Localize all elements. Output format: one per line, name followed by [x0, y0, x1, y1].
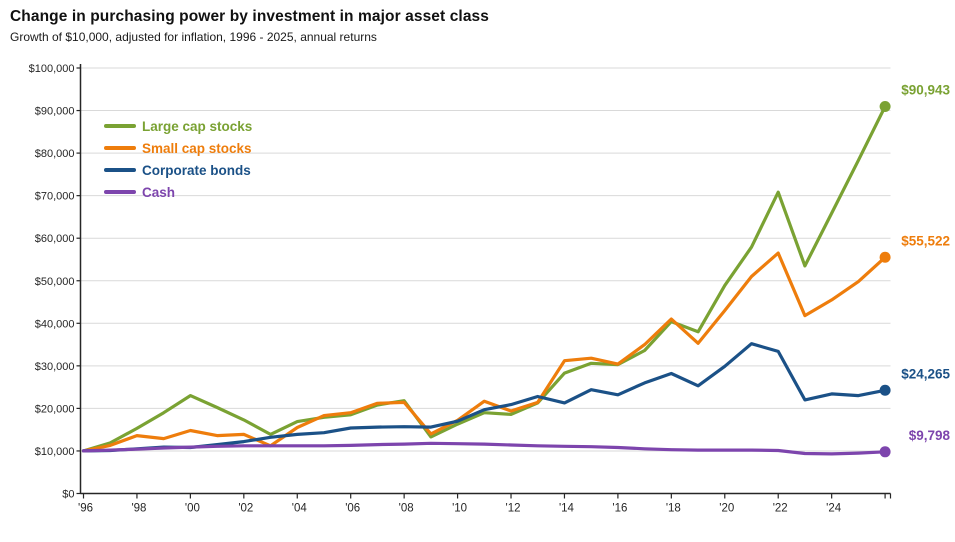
x-axis-tick-label: '12 [506, 503, 521, 515]
series-end-label-cash: $9,798 [909, 428, 951, 443]
x-axis-tick-label: '16 [612, 503, 627, 515]
series-end-label-small-cap-stocks: $55,522 [901, 233, 950, 248]
x-axis-tick-label: '20 [719, 503, 734, 515]
y-axis-tick-label: $100,000 [29, 63, 75, 75]
series-line-corporate-bonds [81, 342, 887, 453]
x-axis-tick-label: '08 [399, 503, 414, 515]
legend-label-cash: Cash [142, 184, 176, 200]
chart-subtitle: Growth of $10,000, adjusted for inflatio… [10, 30, 377, 44]
series-end-dot-small-cap-stocks [879, 251, 891, 263]
y-axis-tick-label: $80,000 [35, 148, 75, 160]
chart-title: Change in purchasing power by investment… [10, 8, 489, 25]
legend-swatch-cash [104, 190, 136, 194]
legend-item-cash: Cash [104, 181, 252, 203]
x-axis-tick-label: '06 [345, 503, 360, 515]
series-end-dot-corporate-bonds [879, 384, 891, 396]
series-end-dot-large-cap-stocks [879, 101, 891, 113]
x-axis-tick-label: '98 [131, 503, 146, 515]
x-axis-tick-label: '02 [238, 503, 253, 515]
y-axis-tick-label: $30,000 [35, 361, 75, 373]
y-axis-tick-label: $10,000 [35, 446, 75, 458]
y-axis-tick-label: $40,000 [35, 318, 75, 330]
legend-label-corporate-bonds: Corporate bonds [142, 162, 251, 178]
x-axis-tick-label: '18 [666, 503, 681, 515]
legend-swatch-corporate-bonds [104, 168, 136, 172]
legend-item-large-cap-stocks: Large cap stocks [104, 115, 252, 137]
chart-legend: Large cap stocks Small cap stocks Corporat… [104, 115, 252, 203]
series-end-dot-cash [879, 446, 891, 458]
series-line-large-cap-stocks [81, 104, 887, 453]
x-axis-tick-label: '96 [78, 503, 93, 515]
series-end-label-corporate-bonds: $24,265 [901, 366, 950, 381]
legend-swatch-small-cap-stocks [104, 146, 136, 150]
x-axis-tick-label: '00 [185, 503, 200, 515]
y-axis-tick-label: $50,000 [35, 276, 75, 288]
series-line-small-cap-stocks [81, 251, 887, 453]
y-axis-tick-label: $60,000 [35, 233, 75, 245]
x-axis-tick-label: '14 [559, 503, 575, 515]
chart-header: Change in purchasing power by investment… [10, 8, 489, 44]
y-axis-tick-label: $20,000 [35, 403, 75, 415]
x-axis-tick-label: '04 [292, 503, 308, 515]
x-axis-tick-label: '10 [452, 503, 467, 515]
y-axis-tick-label: $0 [62, 489, 74, 501]
x-axis-tick-label: '24 [826, 503, 842, 515]
series-line-cash [81, 441, 887, 456]
y-axis-tick-label: $90,000 [35, 106, 75, 118]
y-axis-tick-label: $70,000 [35, 191, 75, 203]
legend-swatch-large-cap-stocks [104, 124, 136, 128]
x-axis-tick-label: '22 [773, 503, 788, 515]
legend-label-large-cap-stocks: Large cap stocks [142, 118, 253, 134]
legend-item-corporate-bonds: Corporate bonds [104, 159, 252, 181]
legend-item-small-cap-stocks: Small cap stocks [104, 137, 252, 159]
legend-label-small-cap-stocks: Small cap stocks [142, 140, 252, 156]
series-end-label-large-cap-stocks: $90,943 [901, 83, 950, 98]
